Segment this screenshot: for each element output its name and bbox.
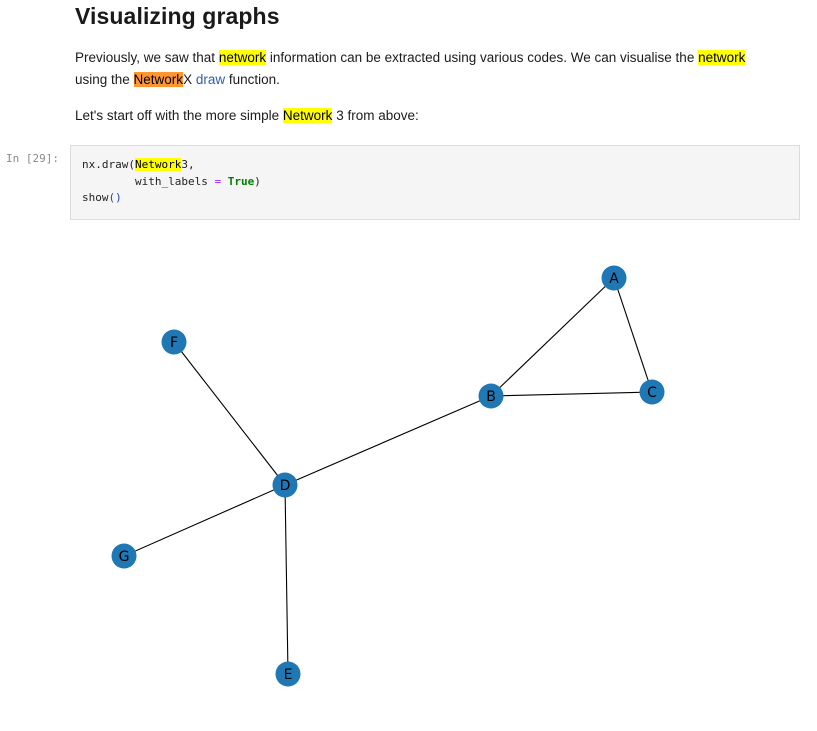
graph-node-D bbox=[272, 472, 298, 498]
graph-node-C bbox=[639, 379, 665, 405]
code-token: nx.draw( bbox=[82, 158, 135, 171]
graph-edge-A-B bbox=[490, 277, 615, 397]
search-highlight: network bbox=[218, 50, 267, 65]
text: function. bbox=[225, 72, 280, 87]
text: using the bbox=[75, 72, 134, 87]
graph-node-G bbox=[111, 543, 137, 569]
graph-edge-D-F bbox=[173, 341, 286, 486]
code-editor[interactable]: nx.draw(Network3, with_labels = True) sh… bbox=[82, 157, 261, 207]
lead-in-paragraph: Let's start off with the more simple Net… bbox=[75, 105, 795, 127]
draw-link[interactable]: draw bbox=[195, 72, 226, 87]
code-token: with_labels bbox=[82, 174, 215, 188]
intro-paragraph: Previously, we saw that network informat… bbox=[75, 47, 795, 91]
text: 3 from above: bbox=[332, 108, 419, 123]
graph-node-A bbox=[601, 265, 627, 291]
graph-node-label: A bbox=[609, 271, 619, 287]
graph-edge-D-G bbox=[123, 484, 286, 557]
graph-node-F bbox=[161, 329, 187, 355]
graph-node-label: G bbox=[119, 549, 130, 565]
text: Previously, we saw that bbox=[75, 50, 219, 65]
text: Let's start off with the more simple bbox=[75, 108, 283, 123]
text: information can be extracted using vario… bbox=[266, 50, 699, 65]
search-highlight: Network bbox=[282, 108, 333, 123]
graph-edge-A-C bbox=[613, 277, 653, 393]
code-paren: () bbox=[108, 191, 122, 204]
code-keyword: True bbox=[227, 174, 255, 188]
code-token: show bbox=[82, 191, 109, 204]
code-operator: = bbox=[214, 174, 222, 188]
graph-node-label: F bbox=[170, 335, 178, 351]
graph-edge-D-E bbox=[284, 484, 289, 675]
code-cell[interactable]: nx.draw(Network3, with_labels = True) sh… bbox=[70, 145, 800, 220]
graph-node-label: D bbox=[280, 478, 291, 494]
network-graph-output: A B C D E F G bbox=[111, 265, 665, 687]
graph-node-E bbox=[275, 661, 301, 687]
graph-edge-B-D bbox=[284, 395, 492, 486]
text: X bbox=[183, 72, 196, 87]
input-prompt: In [29]: bbox=[6, 152, 59, 165]
code-token: 3, bbox=[181, 158, 195, 171]
graph-node-label: E bbox=[284, 667, 293, 683]
search-highlight: Network bbox=[134, 158, 182, 171]
current-search-highlight: Network bbox=[133, 72, 184, 87]
code-token: ) bbox=[254, 174, 261, 188]
graph-node-B bbox=[478, 383, 504, 409]
graph-node-label: B bbox=[486, 389, 496, 405]
search-highlight: network bbox=[698, 50, 746, 65]
graph-node-label: C bbox=[647, 385, 657, 401]
graph-edge-B-C bbox=[490, 391, 653, 397]
section-heading: Visualizing graphs bbox=[75, 3, 280, 29]
code-token bbox=[221, 175, 228, 188]
